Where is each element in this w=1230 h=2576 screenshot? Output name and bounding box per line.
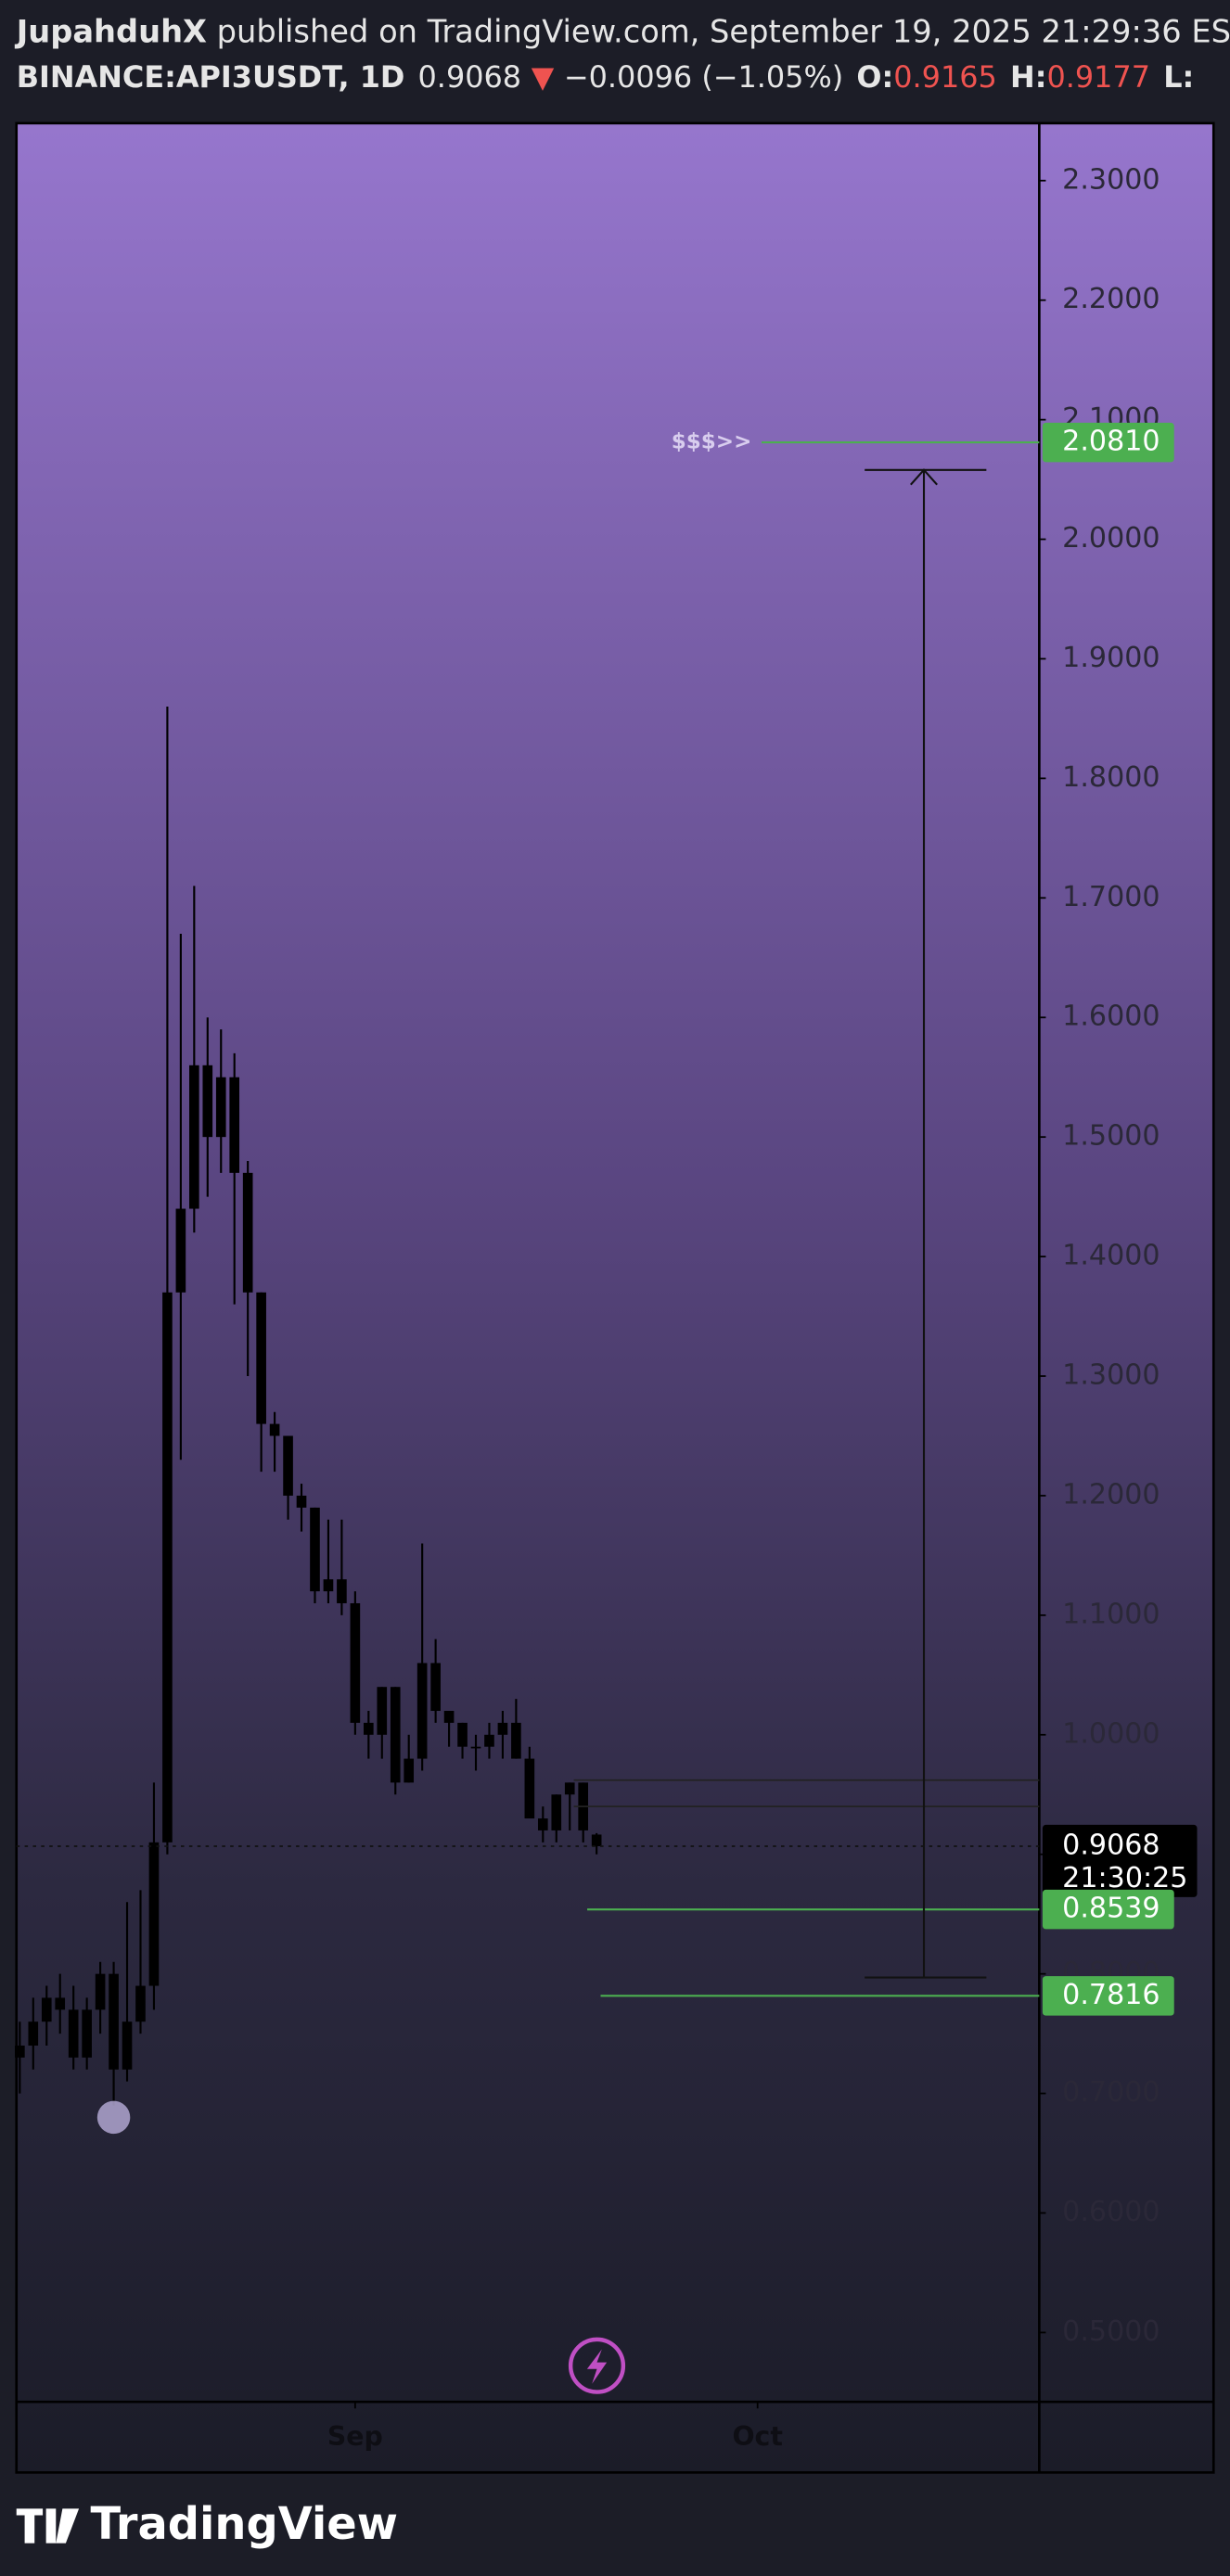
candle-body (109, 1973, 119, 2070)
y-tick-label: 0.7000 (1062, 2076, 1160, 2109)
l-label: L: (1163, 59, 1194, 95)
published: published on TradingView.com, September … (217, 13, 1230, 49)
candle-body (189, 1065, 199, 1209)
x-tick-label: Oct (732, 2421, 782, 2452)
candle-body (175, 1208, 186, 1293)
last: 0.9068 (418, 59, 522, 95)
candle-body (202, 1065, 213, 1138)
candle-body (443, 1711, 455, 1723)
y-tick-label: 2.0000 (1062, 522, 1160, 555)
candle-body (511, 1722, 521, 1759)
candle-body (484, 1734, 494, 1747)
candle-body (283, 1435, 293, 1496)
candle-body (28, 2021, 39, 2047)
price-tag-label: 2.0810 (1062, 426, 1160, 458)
candle-body (122, 2021, 133, 2070)
high: 0.9177 (1046, 59, 1150, 95)
y-tick-label: 1.3000 (1062, 1359, 1160, 1392)
arrow: ▼ (532, 59, 555, 95)
plot-area (15, 121, 1215, 2474)
y-tick-label: 2.3000 (1062, 163, 1160, 196)
candle-body (350, 1602, 361, 1723)
candle-body (564, 1782, 575, 1795)
y-tick-label: 0.6000 (1062, 2196, 1160, 2228)
candle-body (470, 1746, 481, 1749)
current-price-tag (1042, 1824, 1198, 1897)
candle-body (524, 1758, 535, 1819)
y-tick-label: 0.5000 (1062, 2315, 1160, 2348)
candle-body (457, 1722, 468, 1747)
candle-body (310, 1507, 320, 1592)
candle-body (55, 1997, 66, 2010)
y-tick-label: 1.1000 (1062, 1598, 1160, 1630)
candle-body (323, 1579, 334, 1592)
candle-body (148, 1842, 160, 1986)
y-tick-label: 1.0000 (1062, 1717, 1160, 1750)
logo-text: TradingView (90, 2499, 397, 2550)
price-tag (1042, 422, 1174, 463)
candle-body (591, 1834, 602, 1846)
candle-body (404, 1758, 415, 1783)
y-tick-label: 1.7000 (1062, 881, 1160, 913)
candle-body (135, 1985, 146, 2022)
h-label: H: (1010, 59, 1046, 95)
lightning-icon[interactable] (568, 2337, 626, 2394)
price-line-text: $$$>> (672, 430, 752, 454)
x-tick-label: Sep (327, 2421, 383, 2452)
y-tick-label: 2.2000 (1062, 283, 1160, 315)
lightning-bolt (586, 2349, 608, 2384)
price-tag-label: 0.7816 (1062, 1979, 1160, 2011)
open: 0.9165 (893, 59, 997, 95)
symbol: BINANCE:API3USDT, 1D (17, 59, 405, 95)
header-line-1: JupahduhX published on TradingView.com, S… (15, 13, 1230, 49)
candle-body (229, 1077, 240, 1173)
candle-body (15, 2046, 25, 2058)
candle-body (162, 1292, 173, 1843)
y-tick-label: 1.5000 (1062, 1120, 1160, 1153)
y-tick-label: 1.6000 (1062, 1001, 1160, 1033)
price-tag (1042, 1976, 1174, 2016)
change: −0.0096 (−1.05%) (564, 59, 843, 95)
low-marker (96, 2100, 131, 2135)
candle-body (364, 1722, 374, 1735)
candle-body (377, 1687, 388, 1735)
y-tick-label: 1.2000 (1062, 1478, 1160, 1511)
candle-body (242, 1172, 253, 1293)
countdown: 21:30:25 (1062, 1862, 1187, 1894)
candle-body (68, 2009, 79, 2058)
candle-body (551, 1794, 562, 1830)
candle-body (430, 1663, 441, 1712)
candle-body (215, 1077, 226, 1138)
header-line-2: BINANCE:API3USDT, 1D 0.9068 ▼ −0.0096 (−1.0… (17, 59, 1195, 95)
candle-body (95, 1973, 106, 2010)
candle-body (41, 1997, 52, 2022)
y-tick-label: 1.8000 (1062, 761, 1160, 794)
candle-body (82, 2009, 92, 2058)
candle-body (296, 1495, 307, 1508)
y-tick-label: 1.4000 (1062, 1240, 1160, 1272)
price-tag-label: 0.8539 (1062, 1893, 1160, 1925)
current-price-label: 0.9068 (1062, 1829, 1160, 1861)
candle-body (497, 1722, 508, 1735)
candle-body (537, 1818, 548, 1830)
author: JupahduhX (15, 13, 207, 49)
candle-body (269, 1423, 280, 1436)
measure-arrowhead (910, 468, 938, 486)
candle-body (390, 1687, 401, 1783)
o-label: O: (856, 59, 893, 95)
candle-body (256, 1292, 266, 1424)
price-tag (1042, 1889, 1174, 1930)
logo-mark (16, 2508, 80, 2544)
y-tick-label: 1.9000 (1062, 642, 1160, 674)
candle-body (337, 1579, 347, 1603)
candle-body (416, 1663, 428, 1759)
